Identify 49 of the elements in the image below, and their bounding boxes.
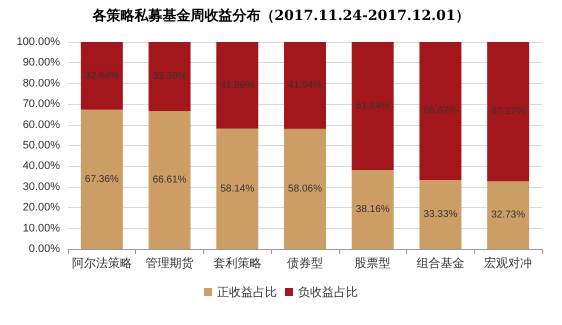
bar: [284, 128, 326, 249]
x-tick-label: 阿尔法策略: [72, 256, 132, 270]
y-tick-label: 0.00%: [28, 243, 60, 255]
data-label: 66.61%: [152, 174, 187, 186]
data-label: 32.73%: [491, 210, 526, 221]
y-tick-label: 90.00%: [22, 56, 60, 69]
bar: [148, 111, 191, 249]
data-label: 61.84%: [356, 100, 390, 112]
data-label: 58.14%: [220, 183, 254, 194]
x-tick-label: 宏观对冲: [484, 256, 532, 270]
data-label: 38.16%: [356, 204, 390, 216]
y-tick-label: 100.00%: [16, 36, 60, 48]
data-label: 33.33%: [423, 209, 458, 220]
data-label: 58.06%: [288, 183, 322, 194]
y-tick-label: 60.00%: [22, 118, 60, 131]
y-tick-label: 20.00%: [22, 202, 60, 214]
bar: [487, 42, 530, 182]
y-tick-label: 50.00%: [22, 140, 60, 152]
bar: [216, 42, 258, 129]
chart-title: 各策略私募基金周收益分布（2017.11.24-2017.12.01）: [91, 8, 470, 24]
x-tick-label: 股票型: [354, 256, 391, 270]
x-tick-label: 管理期货: [146, 256, 194, 270]
x-tick-label: 组合基金: [416, 256, 464, 270]
bar: [80, 110, 123, 249]
data-label: 33.39%: [152, 71, 187, 82]
y-tick-label: 70.00%: [22, 98, 60, 110]
x-tick-label: 套利策略: [213, 256, 262, 270]
data-label: 66.67%: [423, 106, 458, 117]
bar: [148, 42, 191, 112]
data-label: 32.64%: [84, 70, 119, 82]
y-tick-label: 30.00%: [22, 180, 60, 193]
data-label: 67.27%: [491, 106, 526, 118]
bar: [80, 42, 123, 110]
bar: [216, 128, 258, 249]
data-label: 41.86%: [220, 80, 254, 91]
bar: [419, 180, 462, 249]
x-tick-label: 债券型: [287, 256, 323, 270]
data-label: 67.36%: [84, 174, 119, 185]
bar: [352, 42, 394, 170]
y-tick-label: 40.00%: [22, 160, 60, 172]
bar: [352, 170, 394, 249]
y-tick-label: 80.00%: [22, 77, 60, 90]
data-label: 41.94%: [288, 80, 322, 91]
legend-label: 负收益占比: [298, 285, 358, 299]
bar: [419, 42, 462, 180]
y-tick-label: 10.00%: [22, 222, 60, 234]
bar: [284, 42, 326, 129]
bar: [487, 181, 530, 249]
legend-label: 正收益占比: [217, 285, 277, 299]
